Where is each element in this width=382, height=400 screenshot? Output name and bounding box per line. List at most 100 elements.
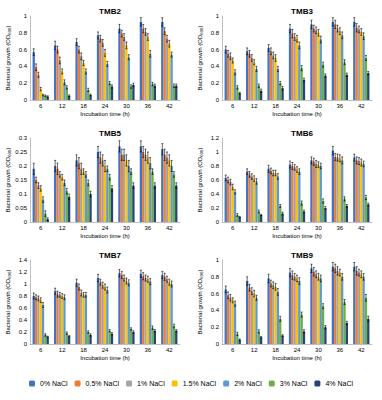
svg-text:30: 30 xyxy=(315,225,322,231)
svg-text:Bacterial growth (OD₆₀₀): Bacterial growth (OD₆₀₀) xyxy=(5,269,11,334)
svg-text:TMB2: TMB2 xyxy=(99,7,121,16)
svg-text:30: 30 xyxy=(315,347,322,353)
svg-text:TMB3: TMB3 xyxy=(291,7,313,16)
svg-text:0.6: 0.6 xyxy=(211,177,220,183)
svg-text:30: 30 xyxy=(315,103,322,109)
svg-text:18: 18 xyxy=(272,347,279,353)
svg-text:6: 6 xyxy=(231,103,235,109)
svg-text:0.8: 0.8 xyxy=(19,293,28,299)
svg-text:36: 36 xyxy=(145,347,152,353)
svg-text:30: 30 xyxy=(123,225,130,231)
svg-text:Bacterial growth (OD₆₀₀): Bacterial growth (OD₆₀₀) xyxy=(197,147,203,212)
svg-text:1.2: 1.2 xyxy=(211,135,220,141)
svg-text:0.4: 0.4 xyxy=(19,317,28,323)
svg-text:0.2: 0.2 xyxy=(211,324,220,330)
svg-text:Incubation time (h): Incubation time (h) xyxy=(272,233,322,239)
svg-text:24: 24 xyxy=(102,103,109,109)
svg-text:36: 36 xyxy=(145,225,152,231)
svg-text:0: 0 xyxy=(216,219,220,225)
svg-text:0.2: 0.2 xyxy=(19,80,28,86)
svg-text:0.8: 0.8 xyxy=(211,30,220,36)
svg-text:0.4: 0.4 xyxy=(19,63,28,69)
svg-text:6: 6 xyxy=(39,347,43,353)
svg-text:0.4: 0.4 xyxy=(211,63,220,69)
svg-text:Incubation time (h): Incubation time (h) xyxy=(80,355,130,361)
svg-text:1% NaCl: 1% NaCl xyxy=(137,380,165,387)
svg-text:42: 42 xyxy=(166,347,173,353)
svg-text:24: 24 xyxy=(294,103,301,109)
svg-text:1.4: 1.4 xyxy=(19,257,28,263)
svg-text:0.2: 0.2 xyxy=(19,329,28,335)
svg-text:6: 6 xyxy=(231,347,235,353)
svg-text:18: 18 xyxy=(272,225,279,231)
svg-text:Bacterial growth (OD₆₀₀): Bacterial growth (OD₆₀₀) xyxy=(197,25,203,90)
svg-text:1: 1 xyxy=(24,13,28,19)
svg-text:6: 6 xyxy=(231,225,235,231)
svg-text:12: 12 xyxy=(59,347,66,353)
svg-text:TMB6: TMB6 xyxy=(291,129,313,138)
svg-text:42: 42 xyxy=(358,103,365,109)
svg-text:0: 0 xyxy=(24,219,28,225)
svg-text:Incubation time (h): Incubation time (h) xyxy=(80,111,130,117)
svg-text:12: 12 xyxy=(59,225,66,231)
svg-text:1.5% NaCl: 1.5% NaCl xyxy=(183,380,217,387)
svg-text:Incubation time (h): Incubation time (h) xyxy=(272,111,322,117)
svg-text:24: 24 xyxy=(294,347,301,353)
svg-text:Incubation time (h): Incubation time (h) xyxy=(272,355,322,361)
svg-text:36: 36 xyxy=(337,347,344,353)
svg-text:24: 24 xyxy=(294,225,301,231)
svg-text:42: 42 xyxy=(166,225,173,231)
svg-text:0% NaCl: 0% NaCl xyxy=(40,380,68,387)
svg-text:12: 12 xyxy=(59,103,66,109)
svg-text:1: 1 xyxy=(216,13,220,19)
svg-text:3% NaCl: 3% NaCl xyxy=(280,380,308,387)
svg-text:0.2: 0.2 xyxy=(19,163,28,169)
svg-text:TMB7: TMB7 xyxy=(99,251,121,260)
svg-text:12: 12 xyxy=(251,225,258,231)
svg-text:30: 30 xyxy=(123,347,130,353)
svg-text:0.25: 0.25 xyxy=(15,149,27,155)
svg-text:Bacterial growth (OD₆₀₀): Bacterial growth (OD₆₀₀) xyxy=(5,147,11,212)
svg-text:0: 0 xyxy=(216,341,220,347)
svg-text:0.8: 0.8 xyxy=(211,163,220,169)
svg-text:0.4: 0.4 xyxy=(211,191,220,197)
svg-text:0.4: 0.4 xyxy=(211,307,220,313)
svg-text:1: 1 xyxy=(24,281,28,287)
svg-text:1: 1 xyxy=(216,149,220,155)
svg-text:0.05: 0.05 xyxy=(15,205,27,211)
svg-text:1.2: 1.2 xyxy=(19,269,28,275)
svg-text:18: 18 xyxy=(80,225,87,231)
svg-text:0: 0 xyxy=(216,97,220,103)
svg-text:0.6: 0.6 xyxy=(211,47,220,53)
svg-text:Bacterial growth (OD₆₀₀): Bacterial growth (OD₆₀₀) xyxy=(5,25,11,90)
svg-text:0.6: 0.6 xyxy=(19,305,28,311)
svg-text:42: 42 xyxy=(358,225,365,231)
svg-text:24: 24 xyxy=(102,347,109,353)
svg-text:1: 1 xyxy=(216,257,220,263)
svg-text:18: 18 xyxy=(272,103,279,109)
svg-text:0.15: 0.15 xyxy=(15,177,27,183)
svg-text:4% NaCl: 4% NaCl xyxy=(325,380,353,387)
svg-text:36: 36 xyxy=(337,103,344,109)
svg-text:0.8: 0.8 xyxy=(19,30,28,36)
svg-text:0.2: 0.2 xyxy=(211,205,220,211)
svg-text:18: 18 xyxy=(80,103,87,109)
svg-text:0: 0 xyxy=(24,97,28,103)
svg-text:12: 12 xyxy=(251,347,258,353)
svg-text:36: 36 xyxy=(337,225,344,231)
svg-text:30: 30 xyxy=(123,103,130,109)
svg-text:0.5% NaCl: 0.5% NaCl xyxy=(86,380,120,387)
svg-text:0.6: 0.6 xyxy=(19,47,28,53)
svg-text:42: 42 xyxy=(166,103,173,109)
svg-text:0: 0 xyxy=(24,341,28,347)
svg-text:24: 24 xyxy=(102,225,109,231)
svg-text:0.1: 0.1 xyxy=(19,191,28,197)
svg-text:0.6: 0.6 xyxy=(211,291,220,297)
svg-text:6: 6 xyxy=(39,225,43,231)
svg-text:Bacterial growth (OD₆₀₀): Bacterial growth (OD₆₀₀) xyxy=(197,269,203,334)
svg-text:12: 12 xyxy=(251,103,258,109)
svg-text:TMB5: TMB5 xyxy=(99,129,121,138)
svg-text:36: 36 xyxy=(145,103,152,109)
svg-text:0.8: 0.8 xyxy=(211,274,220,280)
svg-text:0.2: 0.2 xyxy=(211,80,220,86)
